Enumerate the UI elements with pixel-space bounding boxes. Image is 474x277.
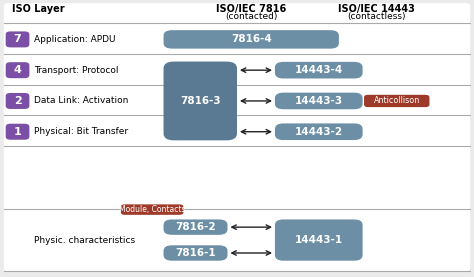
Text: Physic. characteristics: Physic. characteristics [34, 235, 135, 245]
Text: Transport: Protocol: Transport: Protocol [34, 66, 118, 75]
Text: 14443-2: 14443-2 [295, 127, 343, 137]
FancyBboxPatch shape [164, 61, 237, 140]
FancyBboxPatch shape [6, 93, 29, 109]
FancyBboxPatch shape [164, 30, 339, 49]
FancyBboxPatch shape [364, 95, 429, 107]
Text: ISO/IEC 7816: ISO/IEC 7816 [216, 4, 286, 14]
FancyBboxPatch shape [121, 204, 183, 215]
FancyBboxPatch shape [275, 124, 363, 140]
FancyBboxPatch shape [6, 31, 29, 47]
Text: (contacted): (contacted) [225, 12, 277, 21]
Text: Module, Contacts: Module, Contacts [119, 205, 185, 214]
FancyBboxPatch shape [275, 93, 363, 109]
Text: 7: 7 [14, 34, 21, 44]
Text: 1: 1 [14, 127, 21, 137]
Text: Application: APDU: Application: APDU [34, 35, 116, 44]
FancyBboxPatch shape [164, 219, 228, 235]
Text: 14443-3: 14443-3 [295, 96, 343, 106]
FancyBboxPatch shape [164, 245, 228, 261]
FancyBboxPatch shape [6, 62, 29, 78]
Text: 7816-2: 7816-2 [175, 222, 216, 232]
Text: Physical: Bit Transfer: Physical: Bit Transfer [34, 127, 128, 136]
FancyBboxPatch shape [4, 3, 470, 271]
FancyBboxPatch shape [275, 62, 363, 78]
Text: 7816-1: 7816-1 [175, 248, 216, 258]
Text: 7816-4: 7816-4 [231, 34, 272, 44]
FancyBboxPatch shape [6, 124, 29, 140]
Text: 14443-1: 14443-1 [295, 235, 343, 245]
Text: (contactless): (contactless) [347, 12, 406, 21]
Text: ISO/IEC 14443: ISO/IEC 14443 [338, 4, 415, 14]
Text: 2: 2 [14, 96, 21, 106]
FancyBboxPatch shape [275, 219, 363, 261]
Text: Data Link: Activation: Data Link: Activation [34, 96, 128, 106]
Text: 14443-4: 14443-4 [295, 65, 343, 75]
Text: 4: 4 [14, 65, 21, 75]
Text: Anticollison: Anticollison [374, 96, 420, 106]
Text: 7816-3: 7816-3 [180, 96, 220, 106]
Text: ISO Layer: ISO Layer [12, 4, 64, 14]
